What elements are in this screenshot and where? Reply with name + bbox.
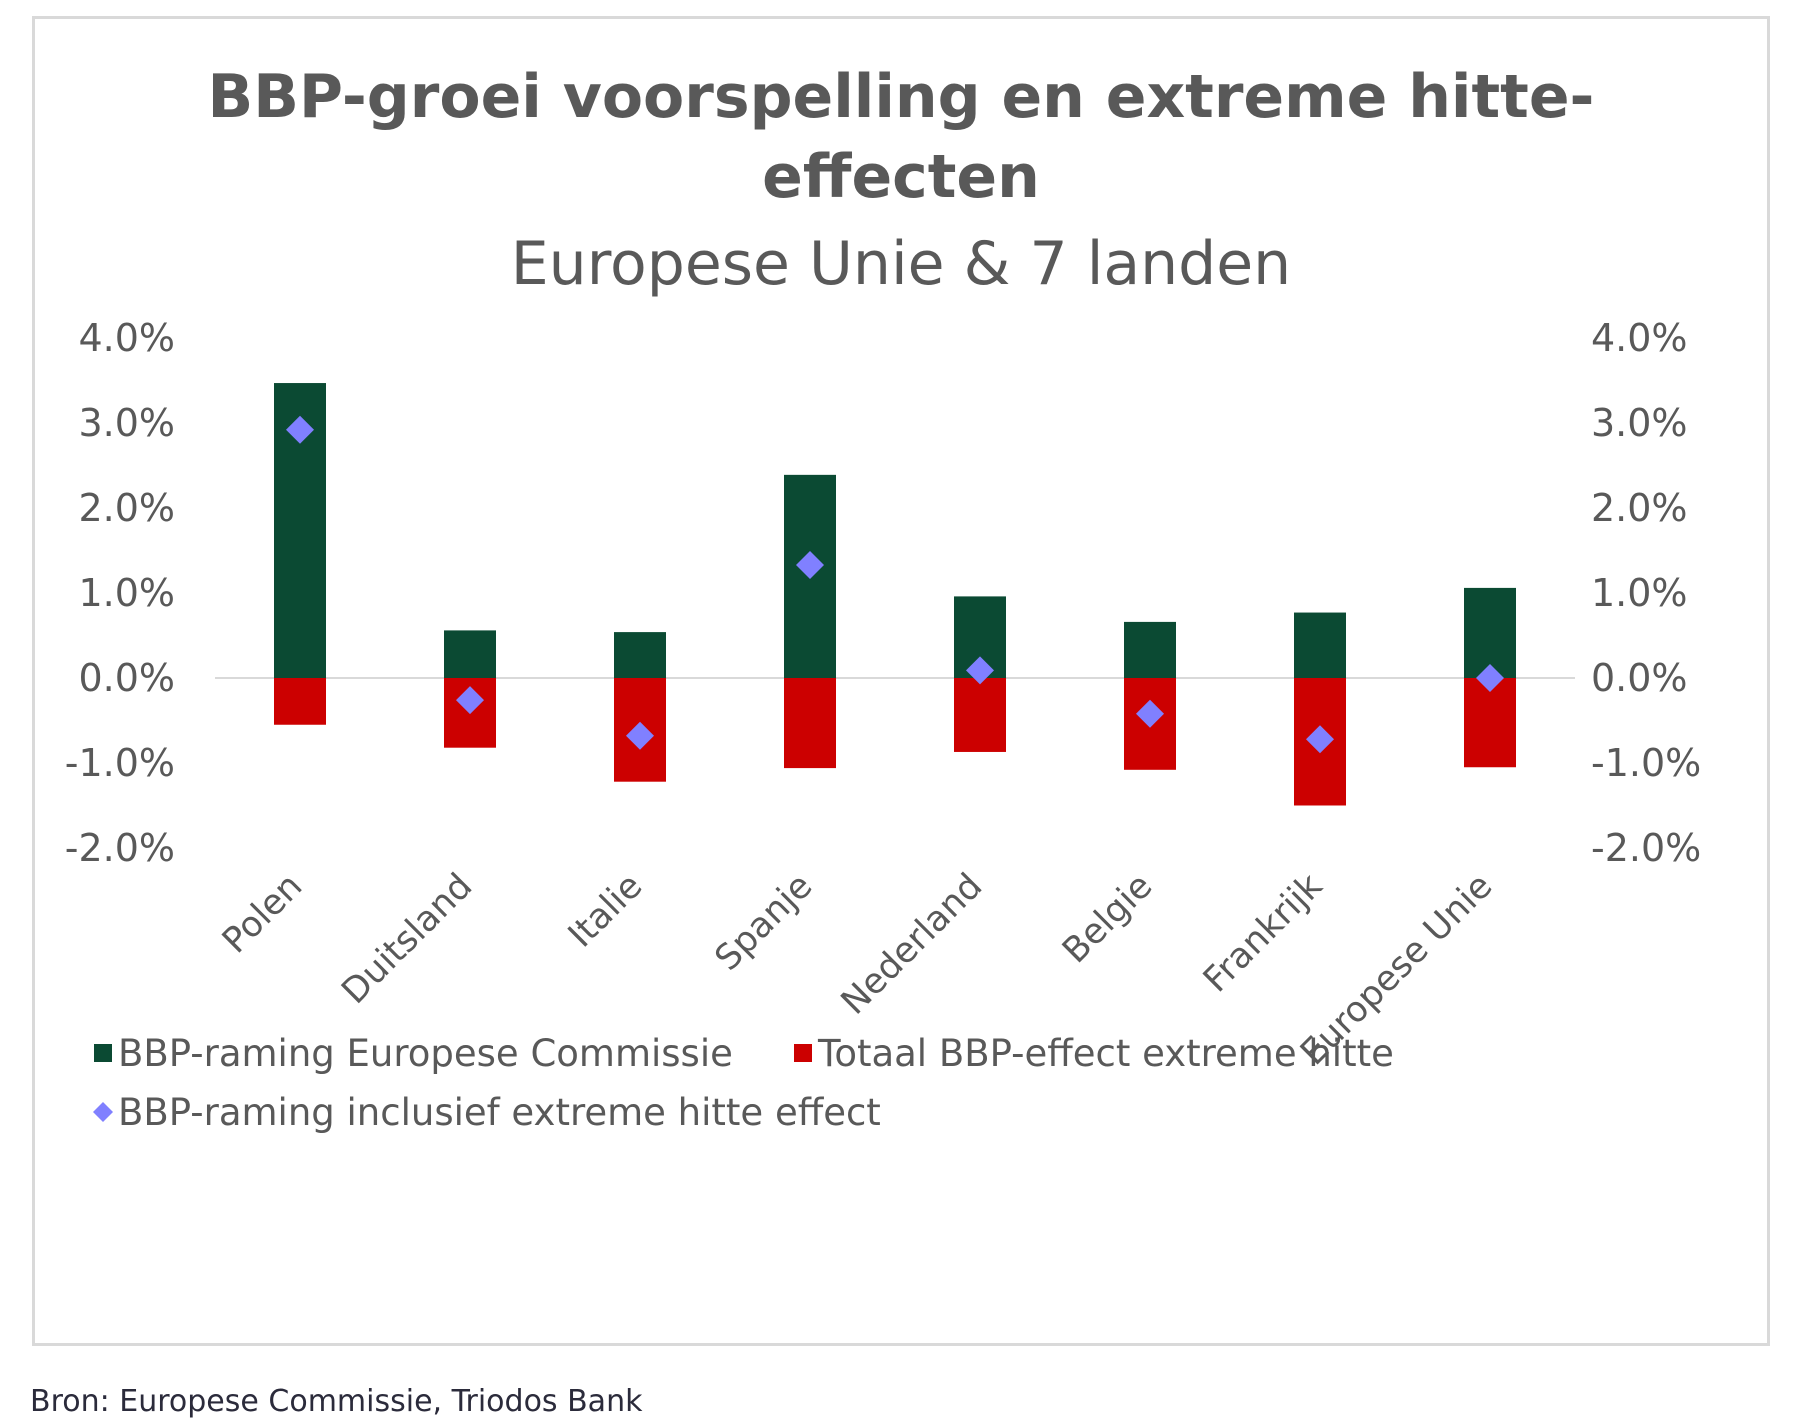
y-tick-label-right: -2.0% [1591, 826, 1701, 870]
legend-label: Totaal BBP-effect extreme hitte [817, 1032, 1394, 1075]
bar-heat-effect-7 [1464, 678, 1516, 768]
legend-marker-diamond [93, 1102, 113, 1122]
category-label: Spanje [708, 866, 821, 979]
y-tick-label-right: 2.0% [1591, 486, 1688, 530]
marker-incl-heat-4 [966, 656, 994, 685]
category-label: Nederland [834, 866, 991, 1023]
marker-incl-heat-3 [796, 550, 824, 579]
marker-incl-heat-6 [1306, 725, 1334, 754]
source-note: Bron: Europese Commissie, Triodos Bank [30, 1384, 643, 1419]
chart-frame: BBP-groei voorspelling en extreme hitte-… [32, 16, 1770, 1346]
y-tick-label-right: 4.0% [1591, 316, 1688, 360]
category-label: Italie [561, 866, 650, 955]
marker-incl-heat-5 [1136, 699, 1164, 728]
y-tick-label-left: 3.0% [78, 401, 175, 445]
legend-swatch-0 [94, 1044, 112, 1062]
y-tick-label-right: 0.0% [1591, 656, 1688, 700]
bar-heat-effect-4 [954, 678, 1006, 752]
category-label: Duitsland [334, 866, 480, 1012]
legend-swatch-1 [794, 1044, 812, 1062]
bar-heat-effect-0 [274, 678, 326, 725]
y-tick-label-left: 2.0% [78, 486, 175, 530]
y-tick-label-right: 3.0% [1591, 401, 1688, 445]
marker-incl-heat-7 [1476, 664, 1504, 692]
category-label: Frankrijk [1196, 866, 1331, 1001]
marker-incl-heat-0 [286, 415, 314, 444]
y-tick-label-left: -2.0% [65, 826, 175, 870]
category-label: Polen [215, 866, 310, 961]
marker-incl-heat-1 [456, 686, 484, 715]
bar-forecast-6 [1294, 612, 1346, 678]
legend-label: BBP-raming Europese Commissie [118, 1032, 733, 1075]
legend-label: BBP-raming inclusief extreme hitte effec… [118, 1091, 881, 1134]
category-label: Belgie [1055, 866, 1160, 971]
chart-plot: 4.0% 3.0% 2.0% 1.0% 0.0% -1.0% -2.0% 4.0% 3.0% 2.… [65, 316, 1702, 1134]
y-tick-label-left: 4.0% [78, 316, 175, 360]
y-tick-label-left: -1.0% [65, 741, 175, 785]
bar-forecast-2 [614, 632, 666, 678]
marker-incl-heat-2 [626, 721, 654, 750]
y-tick-label-left: 1.0% [78, 571, 175, 615]
bar-heat-effect-3 [784, 678, 836, 769]
y-tick-label-right: -1.0% [1591, 741, 1701, 785]
chart-title: BBP-groei voorspelling en extreme hitte-… [207, 62, 1595, 212]
bar-forecast-7 [1464, 587, 1516, 678]
bar-forecast-5 [1124, 621, 1176, 678]
y-tick-label-left: 0.0% [78, 656, 175, 700]
bar-forecast-1 [444, 630, 496, 678]
y-tick-label-right: 1.0% [1591, 571, 1688, 615]
chart-subtitle: Europese Unie & 7 landen [510, 229, 1292, 299]
